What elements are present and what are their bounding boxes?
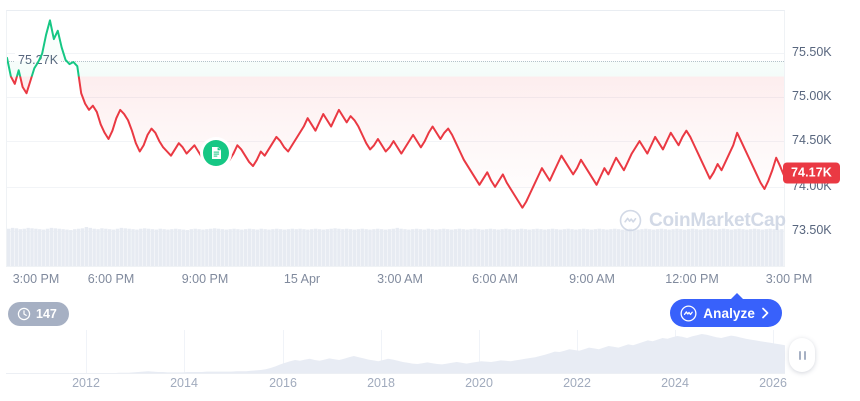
drag-handle-icon bbox=[798, 350, 806, 360]
y-axis-tick: 73.50K bbox=[792, 223, 832, 237]
navigator-axis: 2012 2014 2016 2018 2020 2022 2024 2026 bbox=[0, 376, 860, 396]
news-marker-icon[interactable] bbox=[203, 140, 229, 166]
y-axis-tick: 74.50K bbox=[792, 133, 832, 147]
x-axis: 3:00 PM 6:00 PM 9:00 PM 15 Apr 3:00 AM 6… bbox=[0, 272, 860, 294]
navigator-axis-tick: 2020 bbox=[465, 376, 493, 390]
volume-bars bbox=[7, 227, 784, 266]
x-axis-tick: 6:00 AM bbox=[472, 272, 518, 286]
y-axis-tick: 75.50K bbox=[792, 45, 832, 59]
analyze-button[interactable]: Analyze bbox=[670, 299, 782, 327]
chart-plot-area[interactable]: 75.27K bbox=[6, 10, 786, 267]
navigator-baseline bbox=[6, 373, 785, 374]
clock-icon bbox=[17, 307, 31, 321]
x-axis-tick: 3:00 PM bbox=[12, 272, 60, 286]
history-count-badge[interactable]: 147 bbox=[8, 302, 69, 326]
x-axis-tick: 15 Apr bbox=[283, 272, 321, 286]
navigator-axis-tick: 2026 bbox=[759, 376, 787, 390]
navigator-gridline bbox=[184, 330, 185, 374]
navigator-gridline bbox=[283, 330, 284, 374]
navigator-axis-tick: 2016 bbox=[269, 376, 297, 390]
cmc-logo-icon bbox=[680, 304, 697, 322]
navigator-axis-tick: 2012 bbox=[72, 376, 100, 390]
gridline bbox=[7, 53, 784, 54]
navigator-axis-tick: 2024 bbox=[661, 376, 689, 390]
x-axis-tick: 9:00 AM bbox=[569, 272, 615, 286]
range-navigator[interactable] bbox=[6, 330, 815, 374]
chart-controls[interactable]: 147 Analyze bbox=[0, 293, 860, 332]
navigator-gridline bbox=[86, 330, 87, 374]
x-axis-tick: 9:00 PM bbox=[181, 272, 229, 286]
analyze-pointer-arrow bbox=[730, 293, 744, 300]
x-axis-tick: 3:00 PM bbox=[765, 272, 813, 286]
navigator-axis-tick: 2018 bbox=[367, 376, 395, 390]
navigator-axis-tick: 2022 bbox=[563, 376, 591, 390]
navigator-axis-tick: 2014 bbox=[170, 376, 198, 390]
navigator-area-chart bbox=[6, 334, 785, 374]
navigator-drag-handle[interactable] bbox=[789, 338, 815, 372]
navigator-gridline bbox=[381, 330, 382, 374]
analyze-button-label: Analyze bbox=[703, 305, 755, 321]
x-axis-tick: 3:00 AM bbox=[377, 272, 423, 286]
chevron-right-icon bbox=[762, 307, 769, 319]
history-count-label: 147 bbox=[36, 307, 57, 321]
x-axis-tick: 12:00 PM bbox=[665, 272, 719, 286]
navigator-gridline bbox=[479, 330, 480, 374]
price-series bbox=[7, 19, 784, 209]
x-axis-tick: 6:00 PM bbox=[87, 272, 135, 286]
y-axis: 75.50K 75.00K 74.50K 74.00K 73.50K 74.17… bbox=[783, 10, 860, 267]
current-price-badge: 74.17K bbox=[783, 162, 840, 184]
y-axis-tick: 75.00K bbox=[792, 89, 832, 103]
gridline bbox=[7, 187, 784, 188]
